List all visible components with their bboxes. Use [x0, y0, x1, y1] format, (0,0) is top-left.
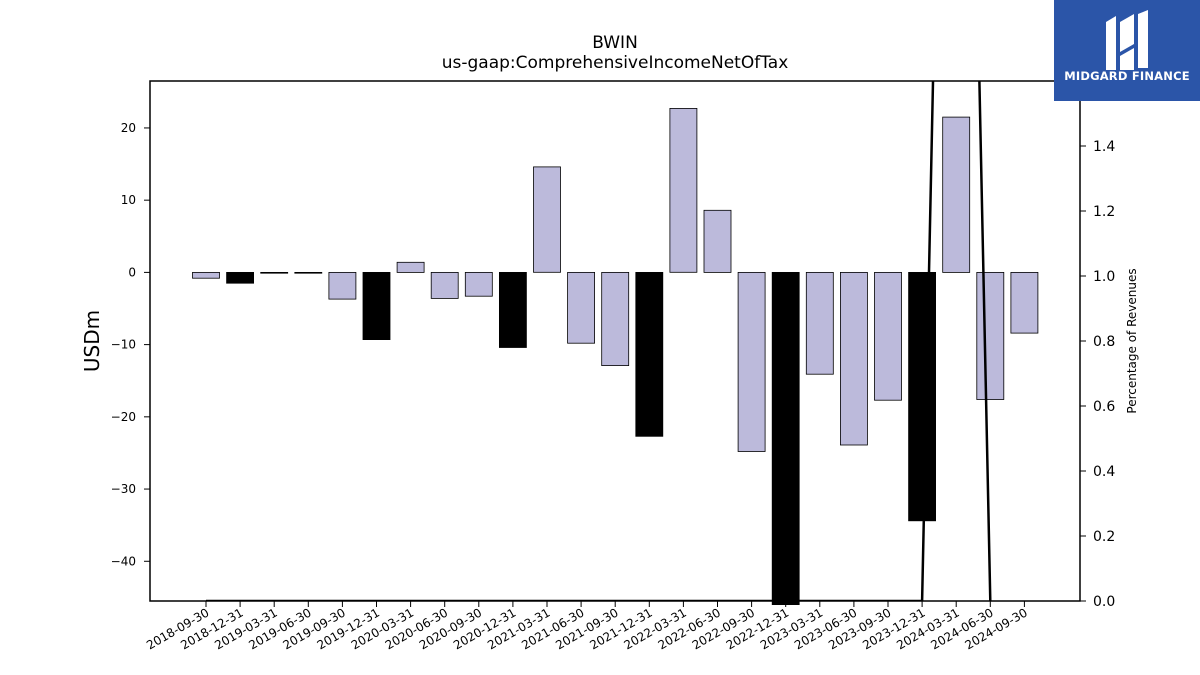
y2-tick-label: 0.2 — [1093, 529, 1115, 545]
bars-group — [192, 108, 1039, 606]
bar — [192, 271, 220, 279]
bar — [942, 116, 971, 273]
y2-tick-label: 1.4 — [1093, 139, 1115, 155]
bar — [294, 271, 323, 274]
bar — [840, 271, 868, 446]
line-group — [206, 81, 992, 601]
line-series — [206, 81, 992, 601]
y-tick-label: −40 — [111, 554, 136, 568]
bar — [976, 271, 1005, 400]
y2-tick-label: 0.8 — [1093, 334, 1115, 350]
y-axis-label: USDm — [80, 310, 104, 372]
bar — [669, 108, 698, 273]
y-tick-label: 20 — [121, 121, 136, 135]
bar — [464, 271, 493, 297]
chart-title: BWIN — [592, 33, 638, 53]
y-tick-label: 0 — [128, 265, 136, 279]
bar — [498, 271, 527, 348]
bar — [533, 166, 561, 273]
y-axis: 20 10 0 −10 −20 −30 −40 — [111, 121, 150, 568]
bar — [1010, 271, 1039, 334]
y-tick-label: 10 — [121, 193, 136, 207]
y2-axis: 1.4 1.2 1.0 0.8 0.6 0.4 0.2 0.0 — [1080, 139, 1115, 610]
midgard-logo-icon — [1106, 10, 1148, 70]
x-axis: 2018-09-302018-12-312019-03-312019-06-30… — [144, 601, 1030, 652]
bar — [260, 271, 289, 274]
bar — [771, 271, 800, 606]
y2-tick-label: 0.0 — [1093, 594, 1115, 610]
bar — [328, 271, 357, 300]
bar — [703, 209, 732, 273]
bar — [226, 271, 255, 284]
bar — [396, 261, 425, 273]
y-tick-label: −20 — [111, 410, 136, 424]
y2-tick-label: 0.4 — [1093, 464, 1115, 480]
y2-axis-label: Percentage of Revenues — [1125, 268, 1139, 413]
bar — [805, 271, 834, 375]
bar — [567, 271, 595, 344]
y2-tick-label: 1.2 — [1093, 204, 1115, 220]
bar — [737, 271, 766, 452]
logo-text: MIDGARD FINANCE — [1064, 69, 1190, 83]
bar — [601, 271, 630, 366]
bar — [362, 271, 391, 340]
y-tick-label: −30 — [111, 482, 136, 496]
bar — [430, 271, 459, 299]
bar — [874, 271, 902, 401]
y2-tick-label: 0.6 — [1093, 399, 1115, 415]
brand-logo: MIDGARD FINANCE — [1054, 0, 1200, 101]
bar — [908, 271, 936, 522]
y2-tick-label: 1.0 — [1093, 269, 1115, 285]
y-tick-label: −10 — [111, 338, 136, 352]
chart-subtitle: us-gaap:ComprehensiveIncomeNetOfTax — [442, 53, 789, 73]
bar — [635, 271, 664, 437]
